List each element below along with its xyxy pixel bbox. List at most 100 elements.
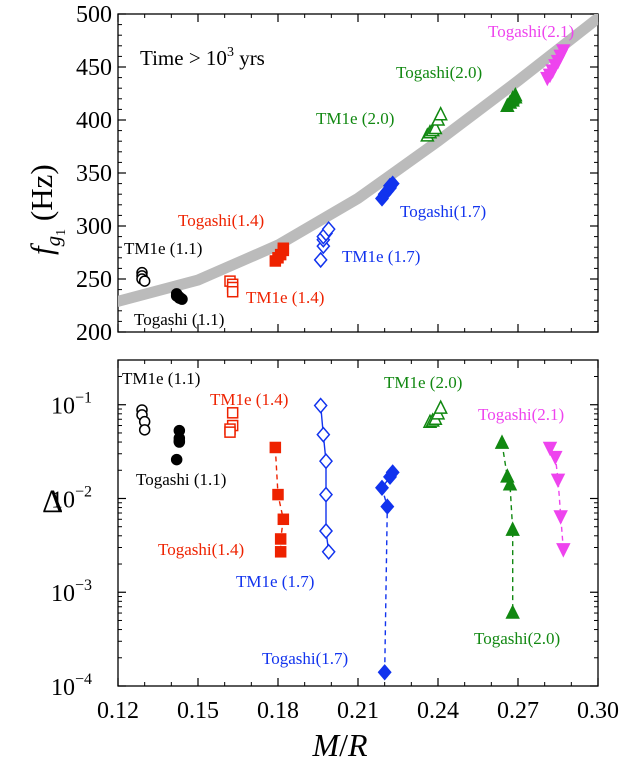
top-point — [556, 44, 571, 59]
bottom-y-tick-label: 10−1 — [51, 390, 92, 420]
top-point — [508, 86, 523, 102]
bottom-point — [313, 397, 328, 414]
xlabel-M: M — [311, 727, 341, 763]
top-point — [226, 285, 239, 298]
bottom-series-line — [549, 447, 564, 549]
ylabel-sub-g: g — [41, 236, 65, 247]
top-y-tick-label: 500 — [76, 2, 112, 28]
top-series-label: Togashi(2.1) — [488, 22, 574, 41]
top-y-tick-label: 200 — [76, 320, 112, 346]
top-point — [428, 119, 443, 135]
bottom-series-label: TM1e (1.4) — [210, 390, 288, 409]
bottom-point — [277, 513, 290, 526]
bottom-x-tick-label: 0.18 — [257, 698, 299, 724]
bottom-series-label: TM1e (2.0) — [384, 373, 462, 392]
bottom-point — [380, 498, 395, 515]
bottom-series-label: Togashi(1.7) — [262, 649, 348, 668]
bottom-point — [274, 546, 287, 558]
top-y-tick-label: 350 — [76, 161, 112, 187]
bottom-point — [138, 424, 151, 436]
bottom-x-tick-label: 0.21 — [337, 698, 379, 724]
top-point — [313, 251, 328, 269]
bottom-point — [269, 441, 282, 454]
ytick-base: 10 — [51, 675, 75, 701]
annotation-tail: yrs — [234, 46, 265, 70]
bottom-x-tick-label: 0.30 — [577, 698, 619, 724]
bottom-series-label: Togashi(1.4) — [158, 540, 244, 559]
annotation-exponent: 3 — [227, 45, 234, 60]
top-y-tick-label: 450 — [76, 55, 112, 81]
bottom-point — [377, 664, 392, 681]
annotation-main: Time > 10 — [140, 46, 227, 70]
bottom-series-label: TM1e (1.7) — [236, 572, 314, 591]
bottom-point — [505, 521, 520, 536]
xlabel-slash: / — [339, 727, 348, 763]
fit-curve — [118, 14, 598, 307]
bottom-point — [319, 486, 333, 503]
top-series-label: TM1e (1.7) — [342, 247, 420, 266]
ytick-exponent: −4 — [75, 671, 92, 688]
bottom-point — [316, 426, 331, 443]
bottom-series-label: Togashi(2.0) — [474, 629, 560, 648]
top-series-label: Togashi(2.0) — [396, 63, 482, 82]
bottom-y-tick-label: 10−2 — [51, 483, 92, 513]
bottom-y-axis-label: Δ — [42, 484, 63, 520]
ytick-base: 10 — [51, 581, 75, 607]
bottom-point — [550, 473, 566, 489]
bottom-point — [226, 407, 239, 419]
top-series-label: Togashi(1.4) — [178, 211, 264, 230]
top-point — [321, 221, 336, 238]
ylabel-sub-1: 1 — [54, 229, 69, 236]
bottom-y-tick-label: 10−3 — [51, 577, 92, 607]
bottom-series-line — [501, 442, 514, 613]
bottom-series-label: Togashi (1.1) — [136, 470, 226, 489]
bottom-point — [502, 476, 518, 491]
bottom-x-tick-label: 0.15 — [177, 698, 219, 724]
ytick-exponent: −3 — [75, 577, 92, 594]
top-series-label: TM1e (1.1) — [124, 239, 202, 258]
bottom-point — [319, 522, 333, 540]
bottom-point — [319, 453, 333, 470]
bottom-point — [542, 441, 558, 457]
time-annotation: Time > 103 yrs — [140, 45, 265, 70]
top-series-label: TM1e (1.4) — [246, 288, 324, 307]
ytick-base: 10 — [51, 394, 75, 420]
top-point — [138, 275, 151, 287]
top-point — [433, 106, 448, 121]
ylabel-unit: (Hz) — [24, 164, 59, 229]
ytick-exponent: −1 — [75, 390, 92, 407]
bottom-point — [321, 543, 336, 560]
top-y-axis-label: fg1 (Hz) — [24, 164, 69, 255]
top-point — [176, 293, 188, 305]
bottom-point — [494, 434, 510, 449]
top-y-tick-label: 300 — [76, 214, 112, 240]
bottom-point — [383, 468, 397, 486]
bottom-point — [170, 453, 183, 466]
bottom-point — [375, 479, 389, 496]
x-axis-label: M/R — [311, 727, 368, 763]
top-y-tick-label: 400 — [76, 108, 112, 134]
bottom-point — [274, 533, 287, 545]
bottom-series-label: Togashi(2.1) — [478, 405, 564, 424]
top-point — [277, 242, 290, 255]
ytick-base: 10 — [51, 487, 75, 513]
bottom-y-tick-label: 10−4 — [51, 671, 92, 701]
bottom-point — [505, 604, 520, 619]
top-y-tick-label: 250 — [76, 267, 112, 293]
bottom-point — [553, 510, 568, 525]
xlabel-R: R — [347, 727, 368, 763]
bottom-x-tick-label: 0.27 — [497, 698, 539, 724]
top-point — [385, 175, 400, 192]
top-series-label: Togashi(1.7) — [400, 202, 486, 221]
bottom-point — [433, 399, 448, 414]
bottom-point — [224, 426, 236, 438]
bottom-point — [272, 488, 284, 501]
bottom-point — [548, 450, 563, 466]
ytick-exponent: −2 — [75, 483, 92, 500]
top-series-label: TM1e (2.0) — [316, 109, 394, 128]
bottom-x-tick-label: 0.12 — [97, 698, 139, 724]
top-series-label: Togashi (1.1) — [134, 310, 224, 329]
bottom-point — [556, 543, 571, 558]
bottom-series-label: TM1e (1.1) — [122, 369, 200, 388]
